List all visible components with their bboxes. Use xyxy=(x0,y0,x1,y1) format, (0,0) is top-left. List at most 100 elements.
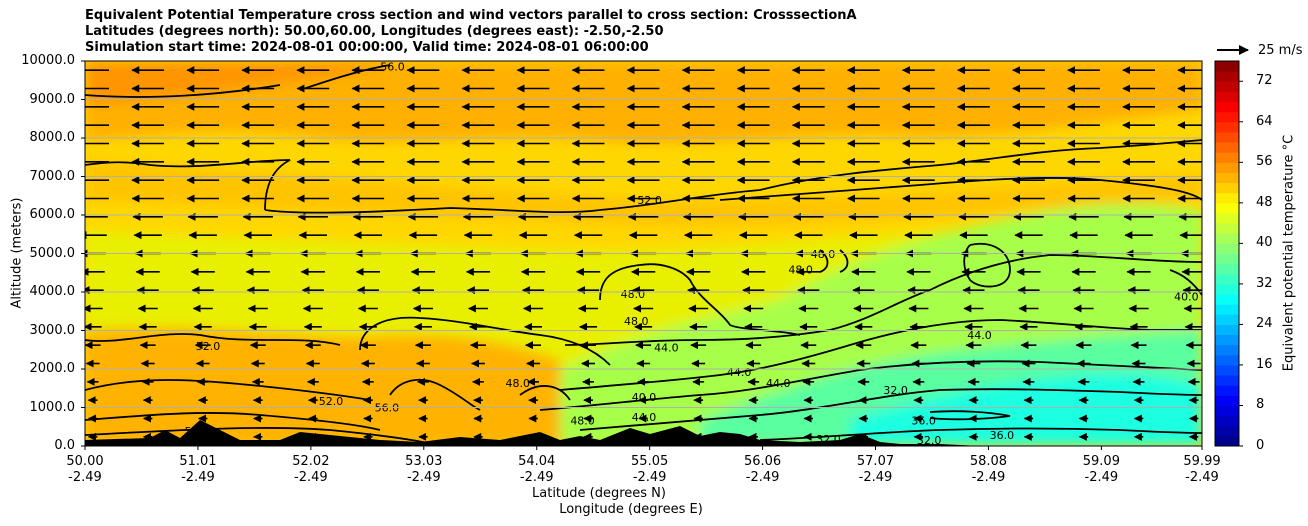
y-tick-label: 7000.0 xyxy=(29,168,76,184)
x-tick-lat: 59.99 xyxy=(1183,454,1221,469)
y-tick-label: 0.0 xyxy=(54,438,75,453)
x-axis-label-latitude: Latitude (degrees N) xyxy=(532,486,666,501)
colorbar-segment xyxy=(1215,182,1239,194)
y-tick-label: 8000.0 xyxy=(29,130,76,145)
contour-label: 56.0 xyxy=(380,61,405,74)
colorbar-tick-label: 72 xyxy=(1256,73,1273,89)
colorbar-tick-label: 56 xyxy=(1256,154,1273,170)
colorbar-tick-label: 64 xyxy=(1256,113,1273,129)
x-tick-lat: 56.06 xyxy=(743,454,782,469)
contour-label: 32.0 xyxy=(917,434,942,447)
contour-label: 52.0 xyxy=(319,395,344,408)
contour-labels: 56.052.052.052.056.052.048.048.044.048.0… xyxy=(185,61,1199,447)
axis-ticks xyxy=(81,60,1203,450)
colorbar-segment xyxy=(1215,304,1239,315)
colorbar-segment xyxy=(1215,202,1239,214)
colorbar-segment xyxy=(1215,61,1239,72)
colorbar-label: Equivalent potential temperature °C xyxy=(1281,134,1297,372)
contour-label: 48.0 xyxy=(811,248,836,261)
contour-label: 48.0 xyxy=(621,288,646,301)
x-tick-label: 58.08 -2.49 xyxy=(953,454,1023,486)
colorbar-tick-label: 24 xyxy=(1256,316,1273,332)
colorbar-segment xyxy=(1215,101,1239,113)
y-tick-label: 3000.0 xyxy=(29,322,76,338)
colorbar-frame xyxy=(1214,60,1240,447)
contour-label: 32.0 xyxy=(883,384,908,397)
colorbar-segment xyxy=(1215,354,1239,366)
field-upper-orange xyxy=(85,61,1202,143)
x-tick-label: 59.09 -2.49 xyxy=(1066,454,1136,486)
colorbar-tick-label: 48 xyxy=(1256,194,1273,210)
x-tick-lat: 52.02 xyxy=(292,454,330,469)
y-tick-label: 5000.0 xyxy=(29,245,76,261)
colorbar-segment xyxy=(1215,91,1239,103)
colorbar-tick-label: 0 xyxy=(1256,438,1265,453)
y-tick-label: 6000.0 xyxy=(29,207,76,222)
contour-label: 48.0 xyxy=(570,414,595,427)
colorbar-segment xyxy=(1215,435,1239,447)
colorbar-segment xyxy=(1215,344,1239,356)
y-axis-label: Altitude (meters) xyxy=(9,197,25,309)
y-tick-label: 1000.0 xyxy=(29,399,76,415)
colorbar-tick-label: 16 xyxy=(1256,356,1273,372)
x-tick-lon: -2.49 xyxy=(971,470,1006,485)
colorbar-segment xyxy=(1215,415,1239,427)
x-tick-label: 51.01 -2.49 xyxy=(163,454,233,486)
x-tick-lat: 55.05 xyxy=(631,454,669,469)
x-tick-lon: -2.49 xyxy=(294,470,328,485)
colorbar-segment xyxy=(1215,395,1239,406)
contour-label: 48.0 xyxy=(624,315,649,328)
chart-title-line-1: Equivalent Potential Temperature cross s… xyxy=(85,8,857,23)
colorbar-segment xyxy=(1215,233,1239,244)
colorbar-segment xyxy=(1215,121,1239,133)
colorbar-segment xyxy=(1215,131,1239,143)
x-tick-lon: -2.49 xyxy=(632,470,667,485)
x-tick-label: 54.04 -2.49 xyxy=(502,454,572,486)
colorbar-segment xyxy=(1215,334,1239,346)
x-tick-lon: -2.49 xyxy=(858,470,893,485)
colorbar-segment xyxy=(1215,324,1239,336)
chart-title-line-3: Simulation start time: 2024-08-01 00:00:… xyxy=(85,40,649,55)
colorbar-segment xyxy=(1215,192,1239,204)
quiver-key-label: 25 m/s xyxy=(1258,43,1303,58)
x-tick-lat: 50.00 xyxy=(66,454,104,469)
x-tick-label: 52.02 -2.49 xyxy=(276,454,346,486)
contour-label: 48.0 xyxy=(788,264,813,277)
x-tick-lon: -2.49 xyxy=(68,470,102,485)
colorbar-segment xyxy=(1215,273,1239,285)
contour-label: 36.0 xyxy=(911,414,936,427)
field-top-dark-orange xyxy=(85,61,400,105)
contour-label: 44.0 xyxy=(632,411,657,424)
colorbar-segment xyxy=(1215,294,1239,305)
x-tick-lat: 54.04 xyxy=(518,454,556,469)
x-tick-lat: 58.08 xyxy=(969,454,1008,469)
colorbar-segment xyxy=(1215,314,1239,325)
colorbar-segment xyxy=(1215,223,1239,234)
colorbar-tick-label: 32 xyxy=(1256,275,1273,291)
colorbar-segment xyxy=(1215,253,1239,265)
colorbar-segment xyxy=(1215,263,1239,275)
colorbar-segment xyxy=(1215,152,1239,163)
colorbar-segment xyxy=(1215,71,1239,82)
contour-label: 40.0 xyxy=(1174,290,1199,303)
y-tick-label: 4000.0 xyxy=(29,284,76,299)
contour-label: 52.0 xyxy=(196,340,221,353)
colorbar-segment xyxy=(1215,425,1239,437)
contour-label: 52.0 xyxy=(637,194,662,207)
colorbar xyxy=(1214,60,1243,447)
x-tick-label: 57.07 -2.49 xyxy=(841,454,911,486)
x-tick-lon: -2.49 xyxy=(1084,470,1119,485)
chart-title-line-2: Latitudes (degrees north): 50.00,60.00, … xyxy=(85,24,664,39)
contour-label: 48.0 xyxy=(505,377,530,390)
grid-lines xyxy=(85,99,1202,408)
contour-label: 44.0 xyxy=(654,341,679,354)
x-tick-label: 50.00 -2.49 xyxy=(50,454,120,486)
contour-label: 44.0 xyxy=(727,366,752,379)
colorbar-segment xyxy=(1215,172,1239,184)
x-tick-lon: -2.49 xyxy=(1185,470,1219,485)
x-tick-lat: 59.09 xyxy=(1082,454,1120,469)
contour-label: 44.0 xyxy=(967,329,992,342)
x-tick-label: 55.05 -2.49 xyxy=(615,454,685,486)
